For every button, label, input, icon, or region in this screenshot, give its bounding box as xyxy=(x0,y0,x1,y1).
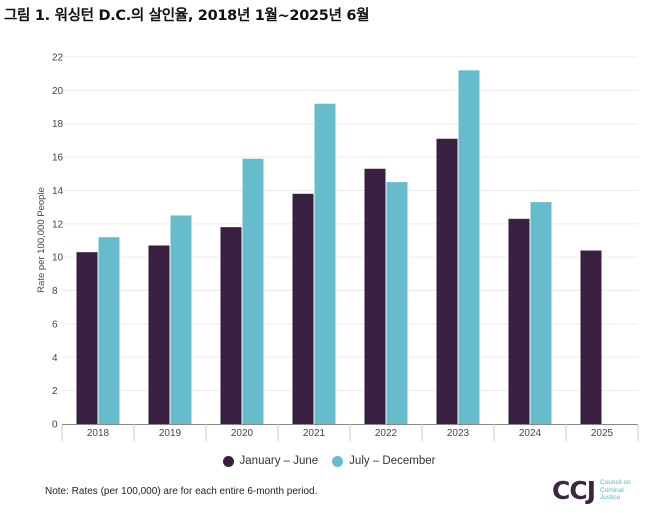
logo-text: Council on Criminal Justice xyxy=(600,479,631,501)
legend-label-jul-dec: July – December xyxy=(349,455,436,467)
x-tick-label: 2023 xyxy=(447,428,470,439)
y-tick-label: 12 xyxy=(52,219,64,230)
legend-swatch-jan-jun xyxy=(222,455,234,467)
legend-item-jul-dec: July – December xyxy=(332,455,435,467)
y-tick-label: 20 xyxy=(52,86,64,97)
bar-2024-jan-jun xyxy=(508,218,530,424)
legend-swatch-jul-dec xyxy=(332,455,344,467)
y-axis-ticks: 0 2 4 6 8 10 12 14 16 18 20 22 xyxy=(52,53,64,431)
bar-2020-jul-dec xyxy=(242,158,264,424)
bar-2019-jul-dec xyxy=(170,215,192,424)
x-tick-label: 2024 xyxy=(519,428,542,439)
bar-2019-jan-jun xyxy=(148,245,170,424)
y-tick-label: 18 xyxy=(52,119,64,130)
y-tick-label: 10 xyxy=(52,253,64,264)
bar-2023-jul-dec xyxy=(458,70,480,424)
y-tick-label: 4 xyxy=(52,353,58,364)
x-axis: 2018 2019 2020 2021 2022 2023 2024 2025 xyxy=(61,424,639,441)
logo-line-2: Criminal xyxy=(600,486,624,494)
legend-item-jan-jun: January – June xyxy=(222,455,319,467)
y-tick-label: 2 xyxy=(52,386,58,397)
bar-2025-jan-jun xyxy=(580,250,602,424)
bars xyxy=(76,70,602,424)
bar-2020-jan-jun xyxy=(220,227,242,424)
y-tick-label: 0 xyxy=(52,420,58,431)
logo-line-3: Justice xyxy=(600,494,621,502)
bar-2022-jan-jun xyxy=(364,168,386,424)
y-tick-label: 16 xyxy=(52,153,64,164)
legend: January – June July – December xyxy=(0,455,658,467)
bar-2021-jul-dec xyxy=(314,103,336,424)
bar-2018-jul-dec xyxy=(98,237,120,424)
logo-line-1: Council on xyxy=(600,479,631,487)
bar-2023-jan-jun xyxy=(436,138,458,424)
y-tick-label: 22 xyxy=(52,53,64,64)
x-tick-label: 2019 xyxy=(159,428,182,439)
legend-label-jan-jun: January – June xyxy=(239,455,319,467)
gridlines xyxy=(62,56,638,392)
bar-2018-jan-jun xyxy=(76,252,98,424)
x-tick-label: 2020 xyxy=(231,428,254,439)
y-tick-label: 6 xyxy=(52,319,58,330)
bar-2022-jul-dec xyxy=(386,182,408,424)
ccj-logo: CCJ Council on Criminal Justice xyxy=(552,478,631,503)
chart-title: 그림 1. 워싱턴 D.C.의 살인율, 2018년 1월~2025년 6월 xyxy=(4,8,370,24)
x-tick-label: 2018 xyxy=(87,428,110,439)
y-tick-label: 8 xyxy=(52,286,58,297)
bar-2021-jan-jun xyxy=(292,193,314,424)
x-tick-label: 2021 xyxy=(303,428,326,439)
y-tick-label: 14 xyxy=(52,186,64,197)
logo-mark: CCJ xyxy=(552,476,596,505)
bar-2024-jul-dec xyxy=(530,202,552,424)
y-axis-label: Rate per 100,000 People xyxy=(36,187,47,293)
x-tick-label: 2025 xyxy=(591,428,614,439)
x-tick-label: 2022 xyxy=(375,428,398,439)
footnote: Note: Rates (per 100,000) are for each e… xyxy=(45,486,318,497)
